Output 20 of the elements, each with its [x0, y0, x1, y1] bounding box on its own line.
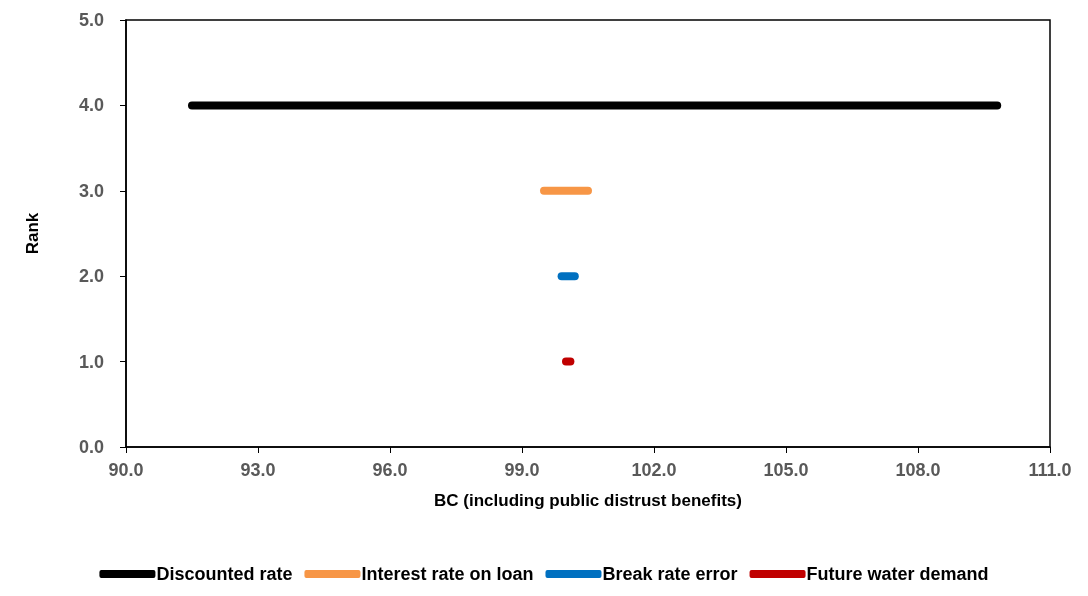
x-tick-label: 96.0 — [372, 460, 408, 480]
y-tick-label: 1.0 — [78, 351, 104, 372]
x-tick-label: 105.0 — [763, 460, 809, 480]
y-tick-label: 0.0 — [78, 437, 104, 457]
legend-label: Future water demand — [806, 564, 989, 584]
y-tick-label: 2.0 — [78, 266, 104, 287]
y-tick-label: 5.0 — [78, 10, 104, 30]
y-axis-title: Rank — [23, 212, 42, 255]
legend-label: Break rate error — [602, 564, 738, 584]
x-tick-label: 90.0 — [108, 460, 144, 480]
x-axis-title: BC (including public distrust benefits) — [434, 491, 742, 510]
legend-label: Discounted rate — [156, 564, 293, 584]
y-tick-label: 3.0 — [78, 180, 104, 201]
x-tick-label: 111.0 — [1028, 460, 1072, 480]
x-tick-label: 93.0 — [240, 460, 276, 480]
x-tick-label: 102.0 — [631, 460, 677, 480]
y-tick-label: 4.0 — [78, 95, 104, 116]
x-tick-label: 108.0 — [895, 460, 941, 480]
legend-label: Interest rate on loan — [361, 564, 534, 584]
x-tick-label: 99.0 — [504, 460, 540, 480]
